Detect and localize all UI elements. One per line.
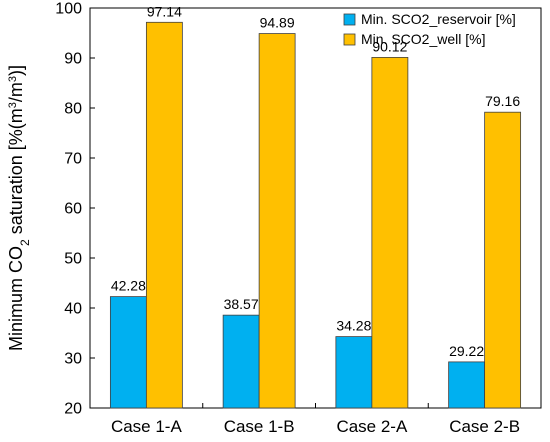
y-tick-label: 70 (64, 151, 82, 168)
legend-label-reservoir: Min. SCO2_reservoir [%] (361, 11, 516, 27)
y-axis-title: Minimum CO2 saturation [%(m3/m3)] (6, 65, 32, 351)
y-title-sup2: 3 (7, 76, 19, 82)
data-label: 97.14 (147, 3, 182, 19)
bar-well (258, 33, 296, 409)
bar-well (371, 57, 409, 409)
data-label: 34.28 (336, 318, 371, 334)
y-tick-label: 20 (64, 401, 82, 418)
bar-well (484, 111, 522, 409)
y-title-sub: 2 (18, 239, 32, 246)
data-labels: 42.28 38.57 34.28 29.22 97.14 94.89 90.12 79.16 (111, 3, 520, 359)
y-title-prefix: Minimum CO (6, 246, 26, 351)
y-title-sup1: 3 (7, 102, 19, 108)
legend: Min. SCO2_reservoir [%] Min. SCO2_well [… (343, 11, 516, 47)
x-category-label: Case 1-B (224, 417, 295, 436)
y-tick-label: 80 (64, 101, 82, 118)
y-tick-label: 50 (64, 251, 82, 268)
y-tick-label: 90 (64, 51, 82, 68)
x-category-label: Case 2-B (449, 417, 520, 436)
y-tick-label: 30 (64, 351, 82, 368)
y-tick-label: 100 (55, 1, 82, 18)
data-label: 42.28 (111, 278, 146, 294)
x-axis: Case 1-A Case 1-B Case 2-A Case 2-B (111, 403, 520, 436)
data-label: 29.22 (449, 343, 484, 359)
y-tick-label: 60 (64, 201, 82, 218)
data-label: 94.89 (260, 15, 295, 31)
bars (109, 21, 522, 409)
y-title-slash: /m (6, 82, 26, 102)
y-axis: 20 30 40 50 60 70 80 90 100 (55, 1, 95, 418)
legend-label-well: Min. SCO2_well [%] (361, 31, 485, 47)
bar-well (145, 21, 183, 409)
y-title-mid: saturation [%(m (6, 108, 26, 239)
bar-reservoir (448, 361, 486, 409)
x-category-label: Case 1-A (111, 417, 183, 436)
data-label: 90.12 (372, 38, 407, 54)
x-category-label: Case 2-A (336, 417, 408, 436)
bar-reservoir (109, 296, 147, 409)
bar-reservoir (222, 314, 260, 409)
legend-swatch-reservoir (343, 13, 356, 26)
data-label: 79.16 (485, 93, 520, 109)
y-tick-label: 40 (64, 301, 82, 318)
legend-swatch-well (343, 33, 356, 46)
y-title-suffix: )] (6, 65, 26, 76)
bar-reservoir (335, 336, 373, 409)
data-label: 38.57 (224, 296, 259, 312)
